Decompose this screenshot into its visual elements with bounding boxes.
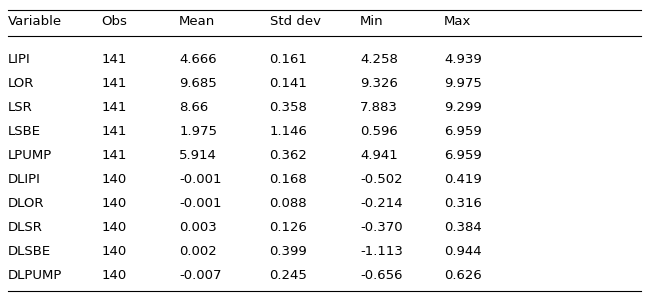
Text: LSR: LSR	[8, 101, 32, 114]
Text: Mean: Mean	[179, 15, 215, 28]
Text: 4.258: 4.258	[360, 53, 398, 66]
Text: 0.596: 0.596	[360, 125, 398, 138]
Text: 7.883: 7.883	[360, 101, 398, 114]
Text: LPUMP: LPUMP	[8, 149, 52, 162]
Text: LIPI: LIPI	[8, 53, 31, 66]
Text: 9.326: 9.326	[360, 77, 398, 90]
Text: 141: 141	[101, 149, 127, 162]
Text: 140: 140	[101, 269, 127, 282]
Text: 141: 141	[101, 101, 127, 114]
Text: DLPUMP: DLPUMP	[8, 269, 62, 282]
Text: 0.161: 0.161	[269, 53, 308, 66]
Text: -0.007: -0.007	[179, 269, 221, 282]
Text: 0.002: 0.002	[179, 245, 217, 258]
Text: Variable: Variable	[8, 15, 62, 28]
Text: 0.168: 0.168	[269, 173, 308, 186]
Text: 9.685: 9.685	[179, 77, 217, 90]
Text: 0.003: 0.003	[179, 221, 217, 234]
Text: 1.146: 1.146	[269, 125, 308, 138]
Text: 4.939: 4.939	[444, 53, 482, 66]
Text: -0.502: -0.502	[360, 173, 402, 186]
Text: 1.975: 1.975	[179, 125, 217, 138]
Text: -0.001: -0.001	[179, 197, 221, 210]
Text: 4.666: 4.666	[179, 53, 217, 66]
Text: 8.66: 8.66	[179, 101, 208, 114]
Text: 0.245: 0.245	[269, 269, 308, 282]
Text: 9.975: 9.975	[444, 77, 482, 90]
Text: 141: 141	[101, 53, 127, 66]
Text: DLSR: DLSR	[8, 221, 43, 234]
Text: 141: 141	[101, 77, 127, 90]
Text: 0.126: 0.126	[269, 221, 308, 234]
Text: Obs: Obs	[101, 15, 127, 28]
Text: LSBE: LSBE	[8, 125, 41, 138]
Text: Min: Min	[360, 15, 384, 28]
Text: 6.959: 6.959	[444, 125, 482, 138]
Text: 0.399: 0.399	[269, 245, 308, 258]
Text: 0.419: 0.419	[444, 173, 482, 186]
Text: -0.001: -0.001	[179, 173, 221, 186]
Text: 140: 140	[101, 173, 127, 186]
Text: 140: 140	[101, 221, 127, 234]
Text: 5.914: 5.914	[179, 149, 217, 162]
Text: Max: Max	[444, 15, 471, 28]
Text: 140: 140	[101, 245, 127, 258]
Text: -1.113: -1.113	[360, 245, 403, 258]
Text: DLIPI: DLIPI	[8, 173, 41, 186]
Text: 0.358: 0.358	[269, 101, 308, 114]
Text: -0.656: -0.656	[360, 269, 402, 282]
Text: Std dev: Std dev	[269, 15, 321, 28]
Text: 6.959: 6.959	[444, 149, 482, 162]
Text: -0.214: -0.214	[360, 197, 402, 210]
Text: 0.362: 0.362	[269, 149, 308, 162]
Text: 0.626: 0.626	[444, 269, 482, 282]
Text: LOR: LOR	[8, 77, 34, 90]
Text: 140: 140	[101, 197, 127, 210]
Text: 0.384: 0.384	[444, 221, 482, 234]
Text: 0.141: 0.141	[269, 77, 308, 90]
Text: DLOR: DLOR	[8, 197, 44, 210]
Text: -0.370: -0.370	[360, 221, 402, 234]
Text: 9.299: 9.299	[444, 101, 482, 114]
Text: 0.944: 0.944	[444, 245, 482, 258]
Text: 0.088: 0.088	[269, 197, 307, 210]
Text: 141: 141	[101, 125, 127, 138]
Text: 0.316: 0.316	[444, 197, 482, 210]
Text: 4.941: 4.941	[360, 149, 398, 162]
Text: DLSBE: DLSBE	[8, 245, 51, 258]
